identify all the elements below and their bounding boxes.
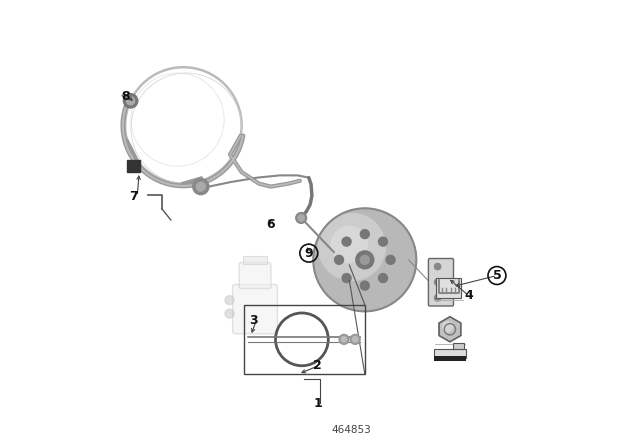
Bar	[243, 256, 267, 264]
Ellipse shape	[332, 226, 367, 263]
Text: 464853: 464853	[332, 425, 371, 435]
Circle shape	[360, 230, 369, 238]
Circle shape	[342, 237, 351, 246]
Circle shape	[378, 237, 387, 246]
Bar	[435, 356, 466, 361]
Text: 5: 5	[493, 269, 501, 282]
Bar	[435, 349, 466, 358]
FancyBboxPatch shape	[239, 263, 271, 289]
Text: 2: 2	[314, 358, 322, 372]
Ellipse shape	[442, 322, 452, 332]
Circle shape	[435, 279, 441, 285]
Polygon shape	[453, 343, 464, 349]
Text: 9: 9	[305, 246, 313, 260]
Circle shape	[335, 255, 344, 264]
Circle shape	[339, 334, 349, 344]
Polygon shape	[439, 317, 461, 342]
Circle shape	[298, 215, 305, 221]
Ellipse shape	[319, 214, 385, 280]
Circle shape	[124, 94, 138, 108]
Circle shape	[341, 337, 347, 342]
Circle shape	[127, 97, 134, 105]
FancyBboxPatch shape	[428, 258, 454, 306]
Circle shape	[378, 274, 387, 283]
Circle shape	[360, 281, 369, 290]
Circle shape	[342, 274, 351, 283]
Text: 4: 4	[465, 289, 473, 302]
Bar	[244, 305, 365, 374]
Circle shape	[435, 295, 441, 301]
Text: 7: 7	[129, 190, 138, 203]
Circle shape	[386, 255, 395, 264]
Text: 1: 1	[314, 396, 322, 410]
Ellipse shape	[314, 208, 417, 311]
Bar	[436, 278, 461, 298]
Circle shape	[350, 334, 360, 344]
Text: 8: 8	[121, 90, 129, 103]
Circle shape	[296, 213, 307, 224]
Circle shape	[360, 255, 369, 264]
Circle shape	[435, 263, 441, 270]
Circle shape	[196, 182, 205, 191]
Circle shape	[225, 309, 234, 318]
Text: 3: 3	[250, 314, 258, 327]
Circle shape	[225, 296, 234, 305]
FancyBboxPatch shape	[127, 160, 140, 172]
Circle shape	[353, 337, 358, 342]
Ellipse shape	[125, 67, 242, 184]
Circle shape	[193, 179, 209, 195]
Circle shape	[356, 251, 374, 269]
FancyBboxPatch shape	[233, 284, 278, 334]
Text: 6: 6	[266, 217, 275, 231]
